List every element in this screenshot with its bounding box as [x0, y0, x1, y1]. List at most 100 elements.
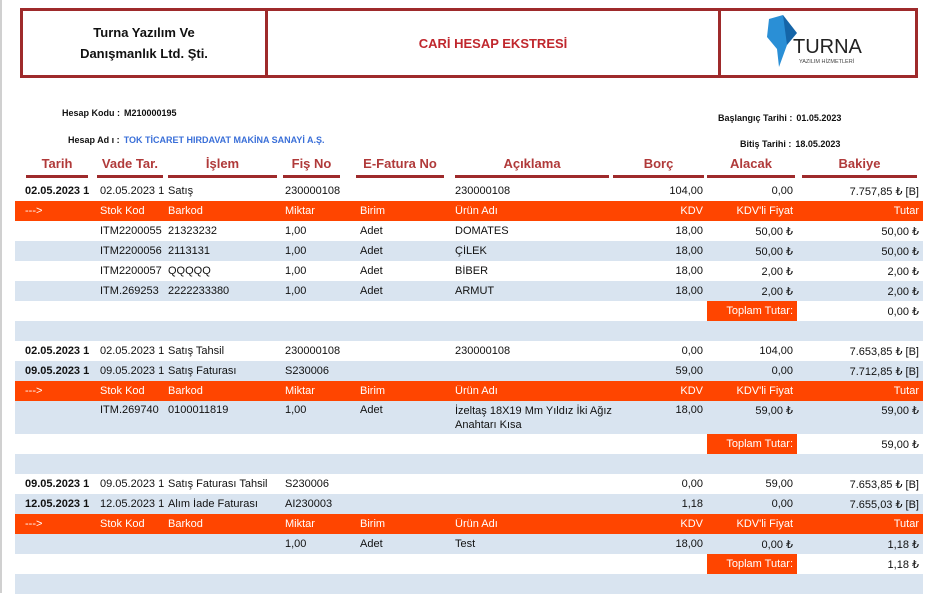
cell-borc: KDV	[680, 518, 703, 530]
cell-bakiye: 7.653,85 ₺ [B]	[849, 478, 919, 491]
company-line2: Danışmanlık Ltd. Şti.	[80, 46, 208, 61]
cell-islem: Barkod	[168, 518, 203, 530]
spacer-row	[15, 454, 923, 474]
cell-bakiye: 7.655,03 ₺ [B]	[849, 498, 919, 511]
total-label: Toplam Tutar:	[707, 554, 797, 574]
cell-aciklama: Ürün Adı	[455, 205, 498, 217]
item-row: 1,00 Adet Test 18,00 0,00 ₺ 1,18 ₺	[15, 534, 923, 554]
svg-text:YAZILIM HİZMETLERİ: YAZILIM HİZMETLERİ	[799, 58, 855, 65]
cell-efatura: Adet	[360, 538, 383, 550]
cell-islem: 21323232	[168, 225, 217, 237]
cell-fis-no: 230000108	[285, 345, 341, 357]
cell-alacak: 0,00	[771, 185, 793, 197]
cell-bakiye: 7.757,85 ₺ [B]	[849, 185, 919, 198]
transaction-row: 02.05.2023 1 02.05.2023 1 Satış 230000108 23…	[15, 181, 923, 201]
cell-fis-no: 1,00	[285, 265, 307, 277]
end-date: Bitiş Tarihi :18.05.2023	[740, 139, 841, 149]
account-code: Hesap Kodu : M210000195	[62, 108, 177, 118]
start-date: Başlangıç Tarihi :01.05.2023	[718, 113, 842, 123]
cell-vade: Stok Kod	[100, 518, 145, 530]
cell-islem: Alım İade Faturası	[168, 498, 258, 510]
col-header-borc: Borç	[613, 156, 704, 178]
col-header-bakiye: Bakiye	[802, 156, 917, 178]
cell-islem: 2222233380	[168, 285, 230, 297]
cell-vade: 02.05.2023 1	[100, 185, 165, 197]
cell-alacak: 0,00	[771, 365, 793, 377]
cell-alacak: 0,00	[771, 498, 793, 510]
cell-efatura: Adet	[360, 285, 383, 297]
cell-bakiye: 1,18 ₺	[887, 538, 919, 551]
cell-fis-no: 1,00	[285, 245, 307, 257]
cell-efatura: Birim	[360, 518, 386, 530]
company-name: Turna Yazılım Ve Danışmanlık Ltd. Şti.	[23, 11, 268, 75]
cell-fis-no: 1,00	[285, 404, 307, 416]
crane-logo-icon: TURNA YAZILIM HİZMETLERİ	[767, 15, 863, 67]
cell-fis-no: 1,00	[285, 285, 307, 297]
cell-tarih: 09.05.2023 1	[25, 478, 90, 490]
total-value: 59,00 ₺	[881, 438, 919, 451]
cell-bakiye: Tutar	[893, 385, 919, 397]
cell-tarih: 09.05.2023 1	[25, 365, 90, 377]
cell-borc: 18,00	[675, 245, 703, 257]
cell-islem: Satış Tahsil	[168, 345, 225, 357]
cell-vade: ITM.269740	[100, 404, 159, 416]
cell-bakiye: 2,00 ₺	[887, 285, 919, 298]
cell-borc: 18,00	[675, 225, 703, 237]
transaction-row: 02.05.2023 1 02.05.2023 1 Satış Tahsil 2300…	[15, 341, 923, 361]
report-header: Turna Yazılım Ve Danışmanlık Ltd. Şti. CA…	[20, 8, 918, 78]
cell-alacak: KDV'li Fiyat	[736, 205, 794, 217]
cell-tarih: 12.05.2023 1	[25, 498, 90, 510]
cell-fis-no: Miktar	[285, 205, 315, 217]
cell-aciklama: BİBER	[455, 265, 489, 277]
company-line1: Turna Yazılım Ve	[93, 25, 195, 40]
cell-islem: Satış Faturası Tahsil	[168, 478, 268, 490]
transaction-row: 12.05.2023 1 12.05.2023 1 Alım İade Fatura…	[15, 494, 923, 514]
col-header-fis-no: Fiş No	[283, 156, 340, 178]
detail-header-row: ---> Stok Kod Barkod Miktar Birim Ürün Adı KDV…	[15, 381, 923, 401]
cell-vade: 12.05.2023 1	[100, 498, 165, 510]
cell-alacak: 104,00	[759, 345, 793, 357]
spacer-row	[15, 321, 923, 341]
transaction-row: 09.05.2023 1 09.05.2023 1 Satış Faturası S2…	[15, 361, 923, 381]
cell-vade: Stok Kod	[100, 385, 145, 397]
cell-tarih: 02.05.2023 1	[25, 185, 90, 197]
cell-bakiye: 7.712,85 ₺ [B]	[849, 365, 919, 378]
cell-vade: ITM2200057	[100, 265, 162, 277]
cell-islem: 2113131	[168, 245, 211, 257]
cell-aciklama: Ürün Adı	[455, 518, 498, 530]
cell-alacak: 0,00 ₺	[761, 538, 793, 551]
cell-vade: ITM2200056	[100, 245, 162, 257]
col-header-alacak: Alacak	[707, 156, 795, 178]
cell-bakiye: Tutar	[893, 205, 919, 217]
cell-alacak: KDV'li Fiyat	[736, 385, 794, 397]
col-header-efatura: E-Fatura No	[356, 156, 444, 178]
detail-header-row: ---> Stok Kod Barkod Miktar Birim Ürün Adı KDV…	[15, 201, 923, 221]
cell-efatura: Birim	[360, 205, 386, 217]
cell-fis-no: 1,00	[285, 538, 307, 550]
cell-fis-no: Miktar	[285, 385, 315, 397]
report-title: CARİ HESAP EKSTRESİ	[268, 11, 721, 75]
total-row: Toplam Tutar: 1,18 ₺	[15, 554, 923, 574]
cell-bakiye: 50,00 ₺	[881, 245, 919, 258]
cell-tarih: 02.05.2023 1	[25, 345, 90, 357]
cell-efatura: Adet	[360, 225, 383, 237]
cell-efatura: Birim	[360, 385, 386, 397]
total-row: Toplam Tutar: 59,00 ₺	[15, 434, 923, 454]
cell-borc: 18,00	[675, 265, 703, 277]
cell-alacak: 50,00 ₺	[755, 245, 793, 258]
account-name: Hesap Ad ı : TOK TİCARET HIRDAVAT MAKİNA …	[68, 135, 325, 145]
cell-borc: 18,00	[675, 538, 703, 550]
cell-borc: 0,00	[681, 345, 703, 357]
item-row: ITM2200056 2113131 1,00 Adet ÇİLEK 18,00 50,00…	[15, 241, 923, 261]
cell-borc: KDV	[680, 205, 703, 217]
item-row: ITM2200057 QQQQQ 1,00 Adet BİBER 18,00 2,00 ₺ 2…	[15, 261, 923, 281]
cell-fis-no: S230006	[285, 478, 330, 490]
statement-table: 02.05.2023 1 02.05.2023 1 Satış 230000108 23…	[15, 181, 923, 594]
total-label: Toplam Tutar:	[707, 301, 797, 321]
cell-bakiye: 50,00 ₺	[881, 225, 919, 238]
cell-vade: ITM2200055	[100, 225, 162, 237]
cell-efatura: Adet	[360, 404, 383, 416]
cell-fis-no: AI230003	[285, 498, 333, 510]
cell-fis-no: S230006	[285, 365, 330, 377]
cell-efatura: Adet	[360, 265, 383, 277]
